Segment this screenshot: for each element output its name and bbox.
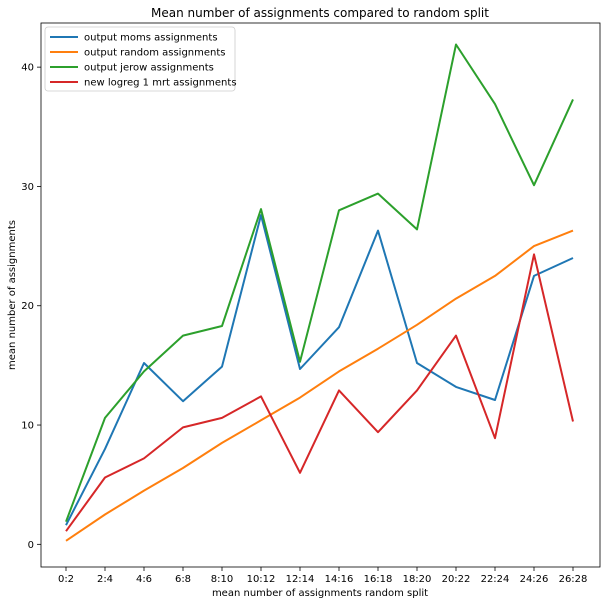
- chart-title: Mean number of assignments compared to r…: [151, 6, 489, 20]
- legend-entry: output jerow assignments: [84, 63, 214, 74]
- y-axis-label: mean number of assignments: [7, 220, 18, 370]
- y-tick-label: 10: [21, 421, 34, 432]
- y-axis: 0 10 20 30 40: [21, 63, 41, 551]
- x-tick-label: 18:20: [403, 574, 432, 585]
- x-tick-label: 0:2: [58, 574, 74, 585]
- plot-frame: [40, 22, 601, 568]
- y-tick-label: 20: [21, 301, 34, 312]
- x-tick-label: 20:22: [442, 574, 471, 585]
- y-tick-label: 0: [28, 540, 34, 551]
- x-tick-label: 12:14: [286, 574, 315, 585]
- series-line-1: [65, 214, 574, 526]
- x-tick-label: 8:10: [211, 574, 233, 585]
- x-tick-label: 10:12: [247, 574, 276, 585]
- x-tick-label: 22:24: [481, 574, 510, 585]
- x-axis: 0:2 2:4 4:6 6:8 8:10 10:12 12:14 14:16 16:18 18:2…: [58, 567, 587, 585]
- series-line-3: [65, 43, 574, 523]
- y-tick-label: 30: [21, 182, 34, 193]
- x-tick-label: 24:26: [520, 574, 549, 585]
- x-tick-label: 6:8: [175, 574, 191, 585]
- x-tick-label: 16:18: [364, 574, 393, 585]
- legend: output moms assignments output random ass…: [44, 26, 237, 92]
- x-tick-label: 2:4: [97, 574, 113, 585]
- series-line-4: [65, 253, 574, 532]
- series-line-2: [65, 229, 574, 542]
- legend-entry: output random assignments: [84, 48, 226, 59]
- legend-box: [44, 26, 236, 92]
- plot-lines: [65, 43, 574, 542]
- legend-entry: new logreg 1 mrt assignments: [84, 78, 237, 89]
- x-tick-label: 14:16: [325, 574, 354, 585]
- x-axis-label: mean number of assignments random split: [212, 588, 428, 599]
- x-tick-label: 26:28: [559, 574, 588, 585]
- legend-entry: output moms assignments: [84, 33, 218, 44]
- y-tick-label: 40: [21, 63, 34, 74]
- x-tick-label: 4:6: [136, 574, 152, 585]
